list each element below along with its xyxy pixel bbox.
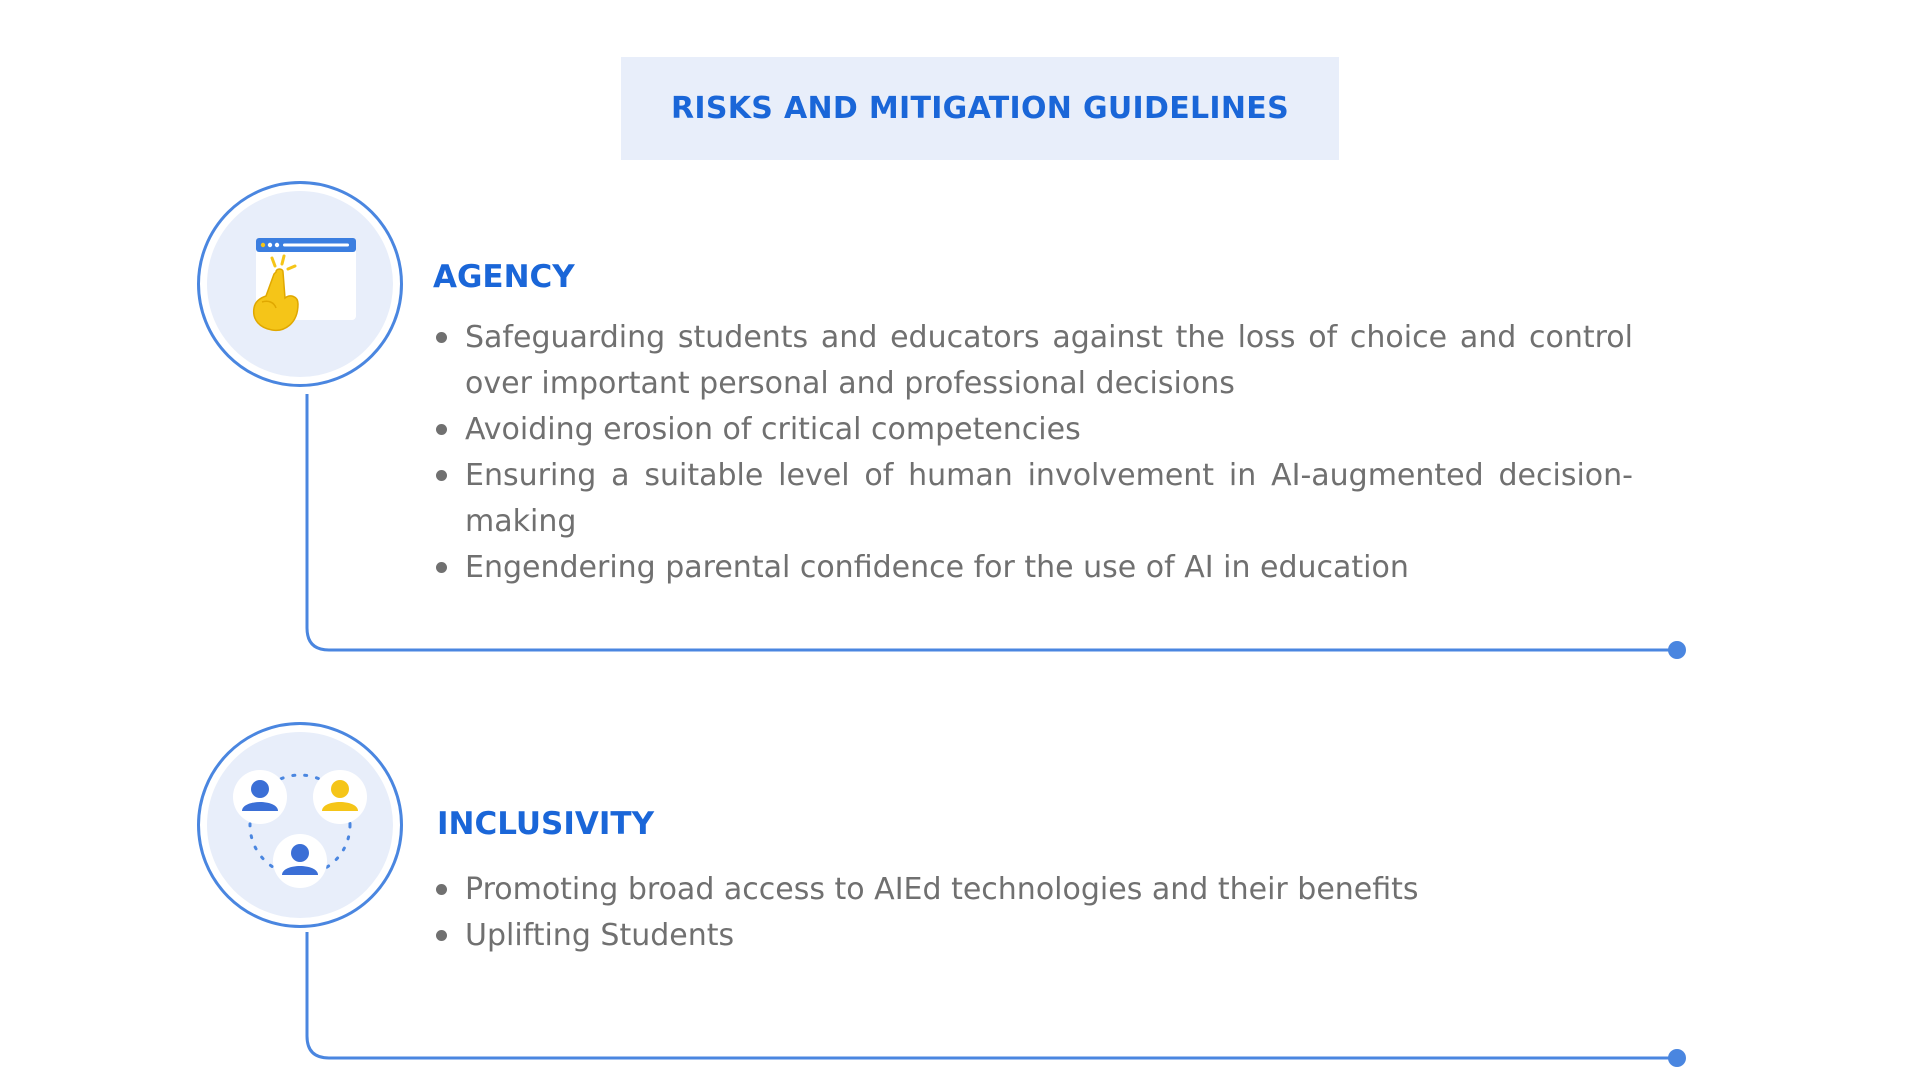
- page-title: RISKS AND MITIGATION GUIDELINES: [670, 91, 1289, 126]
- title-banner: RISKS AND MITIGATION GUIDELINES: [621, 57, 1339, 160]
- inclusivity-connector-end-dot: [1668, 1049, 1686, 1067]
- bullet-dot-icon: [436, 470, 447, 481]
- inclusivity-heading: INCLUSIVITY: [437, 806, 655, 842]
- browser-click-icon: [252, 238, 356, 332]
- list-item: Engendering parental confidence for the …: [433, 545, 1633, 591]
- agency-connector-end-dot: [1668, 641, 1686, 659]
- list-item: Avoiding erosion of critical competencie…: [433, 407, 1633, 453]
- list-item: Ensuring a suitable level of human invol…: [433, 453, 1633, 545]
- list-item: Promoting broad access to AIEd technolog…: [433, 867, 1633, 913]
- inclusivity-icon-circle: [197, 722, 403, 928]
- bullet-dot-icon: [436, 930, 447, 941]
- bullet-dot-icon: [436, 562, 447, 573]
- inclusivity-connector: [305, 932, 1677, 1060]
- inclusivity-bullet-list: Promoting broad access to AIEd technolog…: [433, 867, 1633, 959]
- agency-heading: AGENCY: [433, 259, 575, 295]
- bullet-dot-icon: [436, 884, 447, 895]
- agency-connector: [305, 394, 1677, 652]
- bullet-dot-icon: [436, 332, 447, 343]
- agency-bullet-list: Safeguarding students and educators agai…: [433, 315, 1633, 591]
- list-item: Uplifting Students: [433, 913, 1633, 959]
- list-item: Safeguarding students and educators agai…: [433, 315, 1633, 407]
- agency-icon-circle: [197, 181, 403, 387]
- people-group-icon: [233, 770, 367, 888]
- bullet-dot-icon: [436, 424, 447, 435]
